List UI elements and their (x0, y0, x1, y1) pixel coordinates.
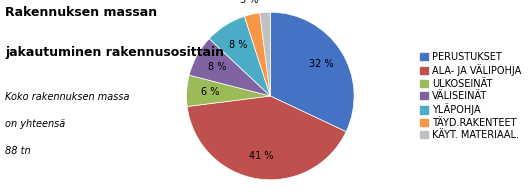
Text: on yhteensä: on yhteensä (5, 119, 66, 129)
Wedge shape (187, 96, 346, 180)
Wedge shape (244, 13, 270, 96)
Text: 32 %: 32 % (309, 59, 333, 69)
Legend: PERUSTUKSET, ALA- JA VÄLIPOHJA, ULKOSEINÄT, VÄLISEINÄT, YLÄPOHJA, TÄYD.RAKENTEET: PERUSTUKSET, ALA- JA VÄLIPOHJA, ULKOSEIN… (419, 51, 523, 141)
Wedge shape (260, 12, 270, 96)
Text: 8 %: 8 % (229, 40, 247, 50)
Text: jakautuminen rakennusosittain: jakautuminen rakennusosittain (5, 46, 224, 59)
Text: Rakennuksen massan: Rakennuksen massan (5, 6, 157, 19)
Text: 3 %: 3 % (240, 0, 258, 5)
Text: 88 tn: 88 tn (5, 146, 31, 156)
Wedge shape (187, 75, 270, 107)
Wedge shape (270, 12, 354, 132)
Text: 6 %: 6 % (201, 87, 219, 97)
Wedge shape (209, 16, 270, 96)
Text: 8 %: 8 % (208, 62, 227, 72)
Text: 41 %: 41 % (249, 151, 273, 161)
Wedge shape (189, 39, 270, 96)
Text: Koko rakennuksen massa: Koko rakennuksen massa (5, 92, 130, 102)
Text: 2 %: 2 % (255, 0, 273, 2)
